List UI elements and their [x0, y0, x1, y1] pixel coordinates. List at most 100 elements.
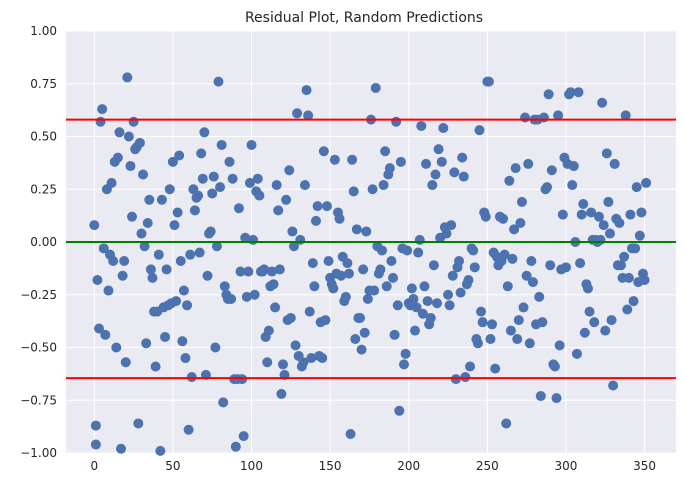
data-point [406, 283, 417, 294]
x-tick-label: 200 [397, 459, 420, 473]
data-point [174, 150, 185, 161]
data-point [241, 291, 252, 302]
data-point [266, 266, 277, 277]
data-point [419, 281, 430, 292]
data-point [576, 209, 587, 220]
data-point [573, 87, 584, 98]
data-point [636, 207, 647, 218]
data-point [381, 281, 392, 292]
data-point [292, 108, 303, 119]
data-point [167, 156, 178, 167]
data-point [164, 184, 175, 195]
data-point [350, 334, 361, 345]
data-point [334, 213, 345, 224]
data-point [527, 277, 538, 288]
data-point [469, 262, 480, 273]
data-point [454, 255, 465, 266]
data-point [560, 262, 571, 273]
data-point [367, 184, 378, 195]
data-point [219, 281, 230, 292]
data-point [608, 380, 619, 391]
data-point [513, 315, 524, 326]
data-point [92, 274, 103, 285]
data-point [270, 302, 281, 313]
data-point [111, 342, 122, 353]
data-point [455, 287, 466, 298]
data-point [543, 89, 554, 100]
data-point [254, 190, 265, 201]
chart-title: Residual Plot, Random Predictions [245, 10, 483, 26]
data-point [312, 201, 323, 212]
data-point [343, 268, 354, 279]
data-point [156, 194, 167, 205]
data-point [391, 116, 402, 127]
data-point [274, 264, 285, 275]
data-point [180, 353, 191, 364]
data-point [309, 281, 320, 292]
data-point [224, 156, 235, 167]
data-point [395, 156, 406, 167]
data-point [582, 283, 593, 294]
y-tick-label: −0.50 [20, 341, 57, 355]
data-point [100, 329, 111, 340]
data-point [399, 359, 410, 370]
data-point [336, 270, 347, 281]
data-point [252, 173, 263, 184]
x-tick-label: 300 [554, 459, 577, 473]
data-point [524, 338, 535, 349]
data-point [526, 255, 537, 266]
data-point [90, 420, 101, 431]
data-point [447, 270, 458, 281]
y-axis-tick-labels: −1.00 −0.75 −0.50 −0.25 0.00 0.25 0.50 0.75 1.00 [20, 24, 57, 460]
data-point [465, 361, 476, 372]
data-point [408, 293, 419, 304]
data-point [589, 317, 600, 328]
data-point [505, 325, 516, 336]
data-point [97, 104, 108, 115]
data-point [388, 272, 399, 283]
data-point [268, 279, 279, 290]
data-point [417, 308, 428, 319]
data-point [243, 266, 254, 277]
data-point [598, 220, 609, 231]
data-point [450, 374, 461, 385]
data-point [639, 274, 650, 285]
data-point [584, 306, 595, 317]
data-point [211, 241, 222, 252]
data-point [215, 182, 226, 193]
data-point [369, 285, 380, 296]
data-point [321, 201, 332, 212]
data-point [502, 281, 513, 292]
data-point [535, 391, 546, 402]
data-point [427, 180, 438, 191]
data-point [123, 131, 134, 142]
data-point [614, 218, 625, 229]
data-point [634, 230, 645, 241]
data-point [161, 264, 172, 275]
data-point [402, 245, 413, 256]
data-point [328, 283, 339, 294]
data-point [509, 224, 520, 235]
y-tick-label: −0.75 [20, 393, 57, 407]
data-point [178, 285, 189, 296]
data-point [472, 338, 483, 349]
data-point [604, 228, 615, 239]
y-tick-label: 0.75 [30, 77, 57, 91]
data-point [498, 213, 509, 224]
data-point [444, 300, 455, 311]
data-point [586, 207, 597, 218]
data-point [501, 418, 512, 429]
data-point [317, 353, 328, 364]
data-point [340, 291, 351, 302]
data-point [136, 228, 147, 239]
data-point [537, 317, 548, 328]
x-tick-label: 100 [240, 459, 263, 473]
data-point [557, 209, 568, 220]
data-point [553, 110, 564, 121]
data-point [620, 110, 631, 121]
data-points [89, 72, 652, 456]
data-point [351, 224, 362, 235]
data-point [141, 338, 152, 349]
data-point [182, 300, 193, 311]
